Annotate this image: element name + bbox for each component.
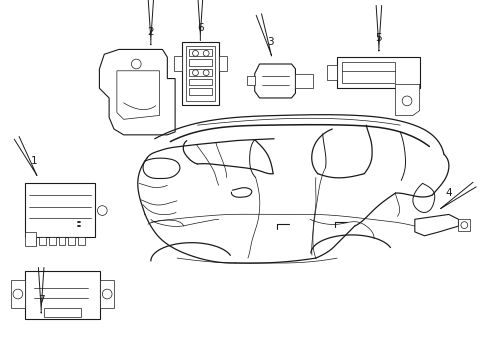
Bar <box>11 280 24 307</box>
Circle shape <box>203 70 209 76</box>
Bar <box>327 65 337 81</box>
Bar <box>188 69 212 76</box>
Polygon shape <box>254 64 295 98</box>
Bar <box>59 237 65 244</box>
Circle shape <box>192 50 198 56</box>
Bar <box>49 237 56 244</box>
Circle shape <box>402 96 411 106</box>
Bar <box>100 280 114 307</box>
Circle shape <box>97 206 107 215</box>
Text: 6: 6 <box>197 23 203 33</box>
Bar <box>188 78 212 85</box>
Bar <box>44 307 81 317</box>
Bar <box>24 183 94 237</box>
Text: 4: 4 <box>445 188 451 198</box>
Circle shape <box>203 50 209 56</box>
Polygon shape <box>99 49 175 135</box>
Bar <box>246 76 254 85</box>
Bar <box>174 56 182 71</box>
Bar <box>68 237 75 244</box>
Bar <box>39 237 46 244</box>
Text: 2: 2 <box>147 27 154 37</box>
Polygon shape <box>395 84 419 116</box>
Bar <box>458 219 469 231</box>
Circle shape <box>460 222 467 229</box>
Text: 5: 5 <box>375 33 382 43</box>
Bar <box>188 88 212 95</box>
Bar <box>182 42 218 105</box>
Circle shape <box>13 289 23 299</box>
Bar <box>341 62 395 84</box>
Circle shape <box>192 70 198 76</box>
Bar <box>29 237 36 244</box>
Bar <box>337 57 419 88</box>
Polygon shape <box>414 215 458 236</box>
Bar <box>295 74 312 88</box>
Bar <box>78 237 85 244</box>
Bar <box>218 56 226 71</box>
Circle shape <box>102 289 112 299</box>
Polygon shape <box>117 71 159 119</box>
Text: 1: 1 <box>31 156 38 166</box>
Bar <box>185 46 214 101</box>
Bar <box>24 232 36 247</box>
Circle shape <box>131 59 141 69</box>
Bar <box>188 59 212 66</box>
Bar <box>188 49 212 56</box>
Text: 3: 3 <box>266 37 273 47</box>
Bar <box>24 271 100 319</box>
Text: 7: 7 <box>38 295 44 305</box>
